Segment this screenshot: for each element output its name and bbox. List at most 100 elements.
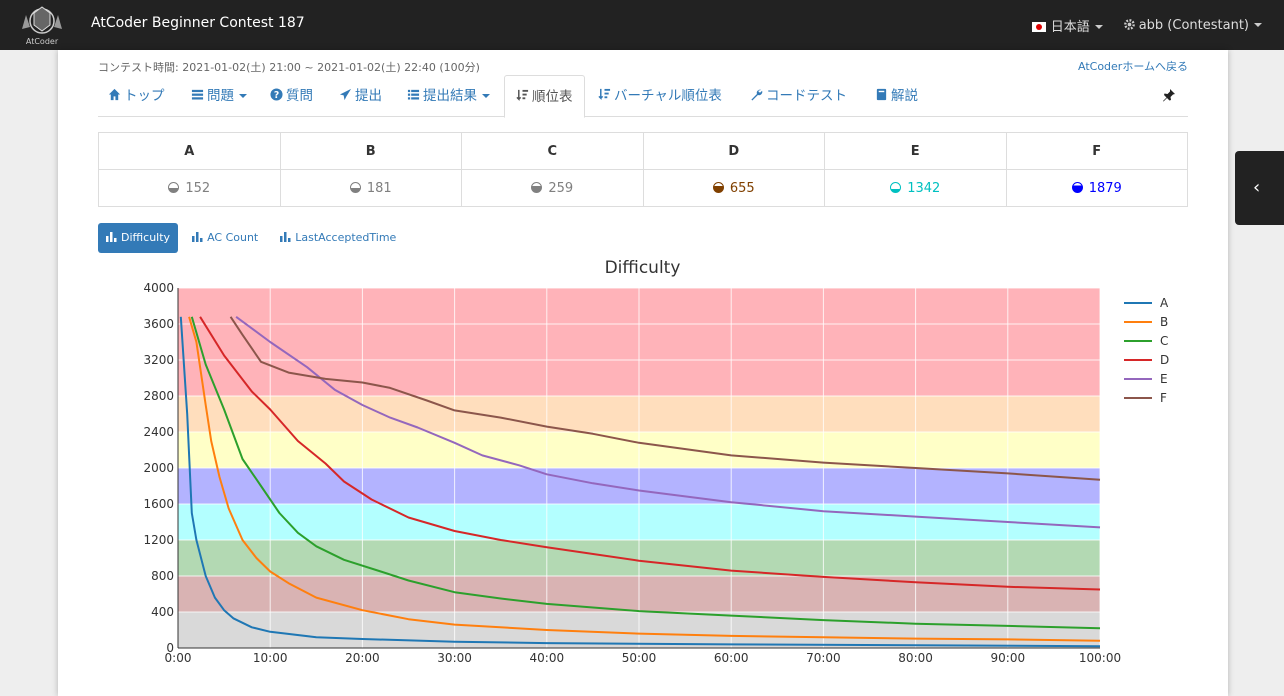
problem-header-b: B — [279, 132, 462, 170]
contest-tabs: トップ 問題 ? 質問 提出 提出結果 順位表 バーチャル順位表 コードテスト 解… — [98, 75, 1188, 118]
difficulty-circle-icon — [168, 181, 180, 193]
series-line-f — [229, 316, 1101, 481]
tab-problems[interactable]: 問題 — [191, 75, 247, 117]
difficulty-value: 259 — [548, 180, 574, 196]
difficulty-cell-b: 181 — [279, 169, 462, 207]
gear-icon — [1123, 18, 1135, 30]
problem-difficulty-table: A B C D E F 152 181 259 655 1342 1879 — [98, 132, 1188, 207]
y-tick-label: 1600 — [143, 497, 174, 511]
language-dropdown[interactable]: 日本語 — [1031, 16, 1103, 35]
y-tick-label: 4000 — [143, 281, 174, 295]
difficulty-button[interactable]: Difficulty — [98, 223, 179, 253]
chart-mode-buttons: Difficulty AC Count LastAcceptedTime — [98, 223, 410, 253]
difficulty-circle-icon — [531, 181, 543, 193]
tab-standings[interactable]: 順位表 — [504, 75, 585, 118]
x-tick-label: 20:00 — [345, 651, 380, 665]
tab-top[interactable]: トップ — [108, 75, 165, 117]
difficulty-value: 1342 — [907, 180, 941, 196]
difficulty-cell-e: 1342 — [824, 169, 1007, 207]
y-tick-label: 400 — [151, 605, 174, 619]
series-line-d — [199, 316, 1101, 591]
sort-icon — [516, 89, 529, 102]
tab-editorial[interactable]: 解説 — [875, 75, 918, 117]
home-icon — [108, 88, 121, 101]
top-navbar: AtCoder AtCoder Beginner Contest 187 日本語… — [0, 0, 1284, 50]
series-line-e — [235, 315, 1101, 529]
atcoder-logo[interactable]: AtCoder — [14, 3, 70, 47]
y-tick-label: 1200 — [143, 533, 174, 547]
japan-flag-icon — [1031, 21, 1046, 32]
x-tick-label: 80:00 — [898, 651, 933, 665]
x-tick-label: 70:00 — [806, 651, 841, 665]
difficulty-value: 1879 — [1088, 180, 1122, 196]
caret-down-icon — [239, 94, 247, 98]
series-line-a — [179, 316, 1101, 648]
user-dropdown[interactable]: abb (Contestant) — [1123, 18, 1262, 33]
tab-submit[interactable]: 提出 — [339, 75, 382, 117]
problem-header-f: F — [1005, 132, 1188, 170]
main-content: コンテスト時間: 2021-01-02(土) 21:00 ~ 2021-01-0… — [58, 50, 1228, 696]
tab-questions[interactable]: ? 質問 — [270, 75, 313, 117]
home-link[interactable]: AtCoderホームへ戻る — [1078, 60, 1188, 73]
wrench-icon — [751, 89, 763, 101]
contest-time: コンテスト時間: 2021-01-02(土) 21:00 ~ 2021-01-0… — [98, 61, 480, 74]
ac-count-button[interactable]: AC Count — [184, 223, 266, 253]
difficulty-row: 152 181 259 655 1342 1879 — [98, 169, 1188, 207]
difficulty-chart: Difficulty 0:00 10:00 20:00 30:00 40:00 50:00… — [116, 253, 1226, 693]
list-icon — [407, 89, 420, 100]
y-tick-label: 800 — [151, 569, 174, 583]
language-label: 日本語 — [1050, 19, 1090, 35]
chevron-left-icon: ‹ — [1253, 177, 1261, 198]
bar-chart-icon — [106, 232, 117, 242]
x-tick-label: 60:00 — [714, 651, 749, 665]
legend-label-a: A — [1160, 296, 1169, 310]
difficulty-value: 655 — [729, 180, 755, 196]
tab-submissions[interactable]: 提出結果 — [407, 75, 490, 117]
problem-header-c: C — [461, 132, 644, 170]
x-tick-label: 40:00 — [530, 651, 565, 665]
svg-text:AtCoder: AtCoder — [26, 37, 59, 46]
difficulty-value: 181 — [366, 180, 392, 196]
y-tick-label: 0 — [166, 641, 174, 655]
problem-header-a: A — [98, 132, 281, 170]
difficulty-circle-icon — [890, 181, 902, 193]
legend-label-e: E — [1160, 372, 1168, 386]
x-tick-label: 0:00 — [165, 651, 192, 665]
difficulty-cell-f: 1879 — [1005, 169, 1188, 207]
caret-down-icon — [1094, 24, 1103, 29]
navbar-right: 日本語 abb (Contestant) — [1031, 0, 1284, 50]
contest-title-link[interactable]: AtCoder Beginner Contest 187 — [91, 15, 305, 31]
tab-virtual-standings[interactable]: バーチャル順位表 — [598, 75, 722, 117]
send-icon — [339, 88, 352, 101]
chart-title: Difficulty — [604, 258, 681, 278]
legend-label-f: F — [1160, 391, 1167, 405]
legend-label-d: D — [1160, 353, 1169, 367]
bar-chart-icon — [192, 232, 203, 242]
x-tick-label: 50:00 — [622, 651, 657, 665]
tab-code-test[interactable]: コードテスト — [750, 75, 847, 117]
pin-icon[interactable] — [1162, 88, 1176, 106]
x-tick-label: 10:00 — [253, 651, 288, 665]
difficulty-cell-c: 259 — [461, 169, 644, 207]
difficulty-circle-icon — [712, 181, 724, 193]
x-tick-label: 90:00 — [991, 651, 1026, 665]
side-panel-toggle[interactable]: ‹ — [1235, 151, 1284, 225]
list-icon — [191, 89, 204, 100]
series-line-b — [188, 316, 1101, 642]
last-accepted-time-button[interactable]: LastAcceptedTime — [272, 223, 404, 253]
difficulty-circle-icon — [1071, 181, 1083, 193]
legend-label-c: C — [1160, 334, 1168, 348]
series-line-c — [190, 316, 1101, 630]
book-icon — [876, 88, 887, 101]
problem-header-d: D — [642, 132, 825, 170]
difficulty-circle-icon — [349, 181, 361, 193]
sort-icon — [598, 88, 611, 101]
y-tick-label: 2000 — [143, 461, 174, 475]
problem-header-e: E — [824, 132, 1007, 170]
x-tick-label: 100:00 — [1079, 651, 1121, 665]
y-tick-label: 3200 — [143, 353, 174, 367]
y-tick-label: 2400 — [143, 425, 174, 439]
difficulty-cell-a: 152 — [98, 169, 281, 207]
y-tick-label: 2800 — [143, 389, 174, 403]
y-tick-label: 3600 — [143, 317, 174, 331]
